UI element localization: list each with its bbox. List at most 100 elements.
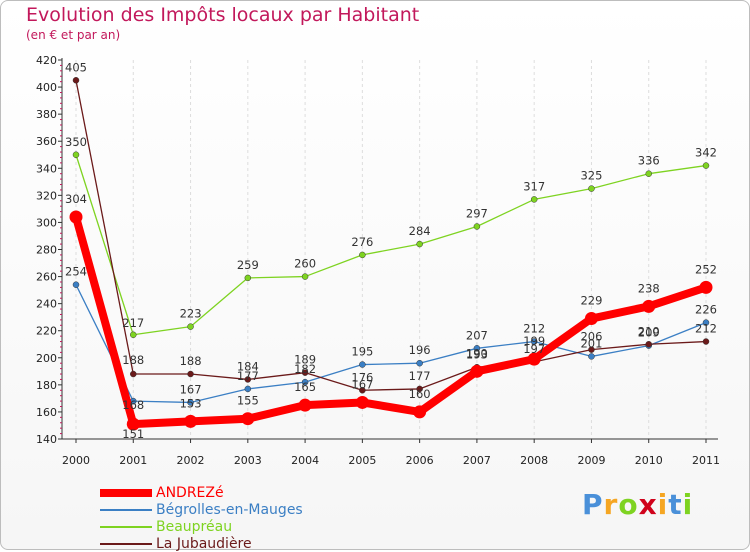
- data-label: 210: [638, 324, 660, 338]
- legend-swatch: [100, 488, 152, 497]
- legend-swatch: [100, 508, 152, 511]
- y-tick-label: 280: [36, 244, 57, 257]
- logo-letter: x: [638, 488, 658, 521]
- data-point: [699, 280, 713, 294]
- data-point: [184, 414, 198, 428]
- data-point: [416, 385, 423, 393]
- legend: ANDREZé Bégrolles-en-Mauges Beaupréau La Ju…: [100, 484, 303, 552]
- data-point: [470, 364, 484, 378]
- data-label: 217: [122, 316, 144, 330]
- data-label: 207: [466, 328, 488, 342]
- y-tick-label: 160: [36, 406, 57, 419]
- data-label: 212: [695, 322, 717, 336]
- data-point: [244, 385, 252, 393]
- data-label: 189: [294, 353, 316, 367]
- logo-letter: o: [618, 488, 639, 521]
- x-tick-label: 2003: [234, 454, 262, 467]
- data-point: [473, 345, 481, 352]
- data-label: 176: [351, 370, 373, 384]
- data-label: 188: [122, 353, 144, 367]
- logo-letter: P: [582, 488, 604, 521]
- y-tick-label: 340: [36, 162, 57, 175]
- data-point: [530, 338, 538, 345]
- series-Beaupréau: [72, 151, 710, 339]
- data-point: [244, 274, 252, 282]
- series-line: [75, 154, 707, 336]
- data-point: [130, 370, 137, 378]
- x-tick-label: 2000: [62, 454, 90, 467]
- legend-swatch: [100, 525, 152, 528]
- y-tick-label: 240: [36, 298, 57, 311]
- proxiti-logo: Proxiti: [582, 488, 693, 521]
- y-tick-label: 180: [36, 379, 57, 392]
- data-label: 199: [523, 334, 545, 348]
- data-label: 188: [180, 354, 202, 368]
- data-point: [530, 196, 538, 203]
- y-tick-label: 140: [36, 433, 57, 446]
- x-tick-label: 2008: [520, 454, 548, 467]
- series-line: [75, 284, 707, 404]
- legend-label: Beaupréau: [156, 518, 233, 535]
- data-label: 212: [523, 322, 545, 336]
- x-tick-label: 2010: [635, 454, 663, 467]
- data-label: 165: [294, 380, 316, 394]
- data-label: 229: [580, 294, 602, 308]
- y-tick-label: 420: [36, 54, 57, 67]
- x-tick-label: 2004: [291, 454, 319, 467]
- logo-letter: r: [603, 488, 619, 521]
- data-point: [126, 417, 140, 431]
- data-point: [588, 185, 595, 192]
- data-point: [187, 323, 194, 330]
- data-point: [416, 240, 423, 248]
- legend-item: ANDREZé: [100, 484, 303, 501]
- data-label: 167: [351, 377, 373, 391]
- data-label: 317: [523, 179, 545, 193]
- data-point: [241, 412, 255, 426]
- data-point: [72, 77, 80, 84]
- x-tick-label: 2011: [692, 454, 720, 467]
- y-tick-label: 260: [36, 271, 57, 284]
- y-tick-label: 360: [36, 135, 57, 148]
- data-label: 155: [237, 394, 259, 408]
- data-label: 196: [409, 343, 431, 357]
- data-label: 254: [65, 265, 87, 279]
- data-point: [244, 376, 252, 383]
- data-point: [473, 223, 481, 230]
- legend-swatch: [100, 542, 152, 545]
- data-label: 252: [695, 262, 717, 276]
- data-point: [187, 370, 194, 378]
- legend-label: Bégrolles-en-Mauges: [156, 501, 303, 518]
- data-label: 190: [466, 346, 488, 360]
- data-point: [301, 369, 309, 376]
- legend-item: Beaupréau: [100, 518, 303, 535]
- y-tick-label: 200: [36, 352, 57, 365]
- data-label: 195: [351, 345, 373, 359]
- x-tick-label: 2002: [177, 454, 205, 467]
- data-point: [642, 299, 656, 313]
- data-point: [702, 338, 710, 345]
- legend-item: La Jubaudière: [100, 535, 303, 552]
- y-tick-label: 220: [36, 325, 57, 338]
- y-tick-label: 300: [36, 216, 57, 229]
- data-label: 259: [237, 258, 259, 272]
- data-point: [645, 341, 652, 348]
- data-label: 160: [409, 387, 431, 401]
- series-line: [75, 79, 707, 391]
- data-label: 297: [466, 206, 488, 220]
- x-tick-label: 2005: [348, 454, 376, 467]
- data-label: 342: [695, 146, 717, 160]
- data-point: [69, 210, 83, 224]
- data-label: 223: [180, 307, 202, 321]
- data-label: 350: [65, 135, 87, 149]
- data-label: 168: [122, 398, 144, 412]
- logo-letter: i: [682, 488, 694, 521]
- data-label: 276: [351, 235, 373, 249]
- x-tick-label: 2007: [463, 454, 491, 467]
- data-label: 284: [409, 224, 431, 238]
- data-label: 177: [409, 369, 431, 383]
- data-label: 260: [294, 257, 316, 271]
- data-label: 238: [638, 281, 660, 295]
- legend-label: ANDREZé: [156, 484, 224, 501]
- data-point: [359, 251, 366, 259]
